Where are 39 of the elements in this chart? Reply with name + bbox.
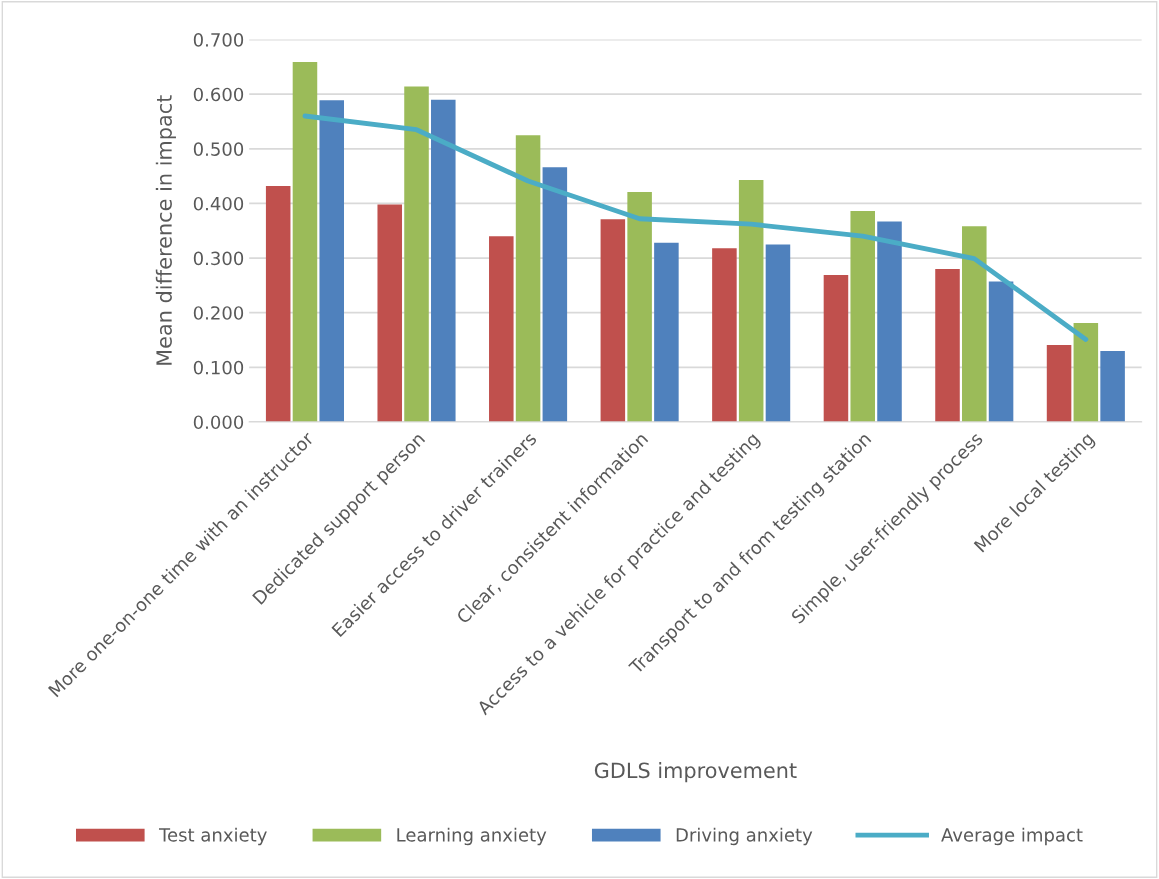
y-tick-label: 0.300 <box>193 251 244 266</box>
line-series <box>302 113 1089 342</box>
y-tick-label: 0.700 <box>193 33 244 47</box>
x-axis-title: GDLS improvement <box>594 762 797 783</box>
y-tick-label: 0.600 <box>193 87 244 102</box>
bar <box>377 204 403 422</box>
legend-label: Driving anxiety <box>676 827 813 846</box>
bar <box>1046 344 1072 422</box>
y-tick-label: 0.500 <box>193 142 244 156</box>
bar <box>319 100 345 422</box>
legend-label: Average impact <box>941 827 1083 846</box>
bar <box>988 281 1014 422</box>
bar <box>600 219 626 422</box>
bar <box>823 274 849 422</box>
bar <box>489 236 514 422</box>
bar <box>765 244 791 422</box>
bar <box>404 86 429 422</box>
bar <box>712 248 737 422</box>
legend-label: Learning anxiety <box>397 827 547 846</box>
y-tick-label: 0.100 <box>193 360 244 375</box>
bar <box>431 99 456 422</box>
bar <box>877 221 902 422</box>
y-tick-label: 0.000 <box>193 415 244 430</box>
bar <box>627 191 652 422</box>
bar <box>542 167 568 422</box>
bar <box>1073 323 1099 422</box>
y-axis-title: Mean difference in impact <box>155 95 176 365</box>
bar <box>292 61 318 422</box>
legend-label: Test anxiety <box>158 827 267 846</box>
bar <box>515 135 541 422</box>
bar <box>962 226 987 422</box>
bar <box>265 185 291 422</box>
bar <box>1100 350 1125 422</box>
y-tick-label: 0.200 <box>193 306 244 320</box>
bar <box>850 211 875 422</box>
bar <box>738 179 764 422</box>
y-tick-label: 0.400 <box>193 196 244 211</box>
bar <box>654 242 679 422</box>
bar <box>935 268 960 422</box>
